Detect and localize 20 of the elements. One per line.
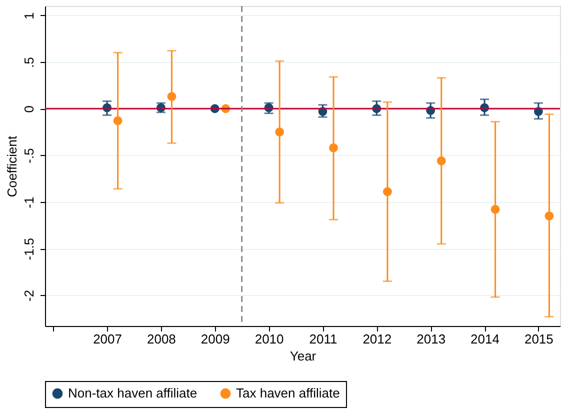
x-tick-label: 2015 (524, 332, 554, 346)
x-tick-label: 2008 (146, 332, 176, 346)
y-axis-title: Coefficient (4, 136, 20, 198)
x-tick-label: 2011 (309, 332, 338, 346)
legend-label: Non-tax haven affiliate (68, 386, 198, 401)
legend-label: Tax haven affiliate (236, 386, 340, 401)
y-tick-label: -1.5 (22, 238, 36, 260)
y-tick-label: .5 (22, 57, 36, 68)
y-tick-label: -2 (22, 290, 36, 302)
y-tick-label: 0 (22, 106, 36, 113)
y-tick-label: 1 (22, 12, 36, 20)
x-tick-label: 2012 (362, 332, 392, 346)
x-tick-label: 2007 (93, 332, 122, 346)
y-tick-label: -.5 (22, 148, 36, 164)
x-axis-title: Year (290, 348, 317, 364)
x-tick-label: 2013 (416, 332, 446, 346)
y-tick-label: -1 (22, 196, 36, 208)
x-tick-label: 2010 (254, 332, 284, 346)
x-tick-label: 2009 (200, 332, 230, 346)
x-tick-label: 2014 (470, 332, 500, 346)
